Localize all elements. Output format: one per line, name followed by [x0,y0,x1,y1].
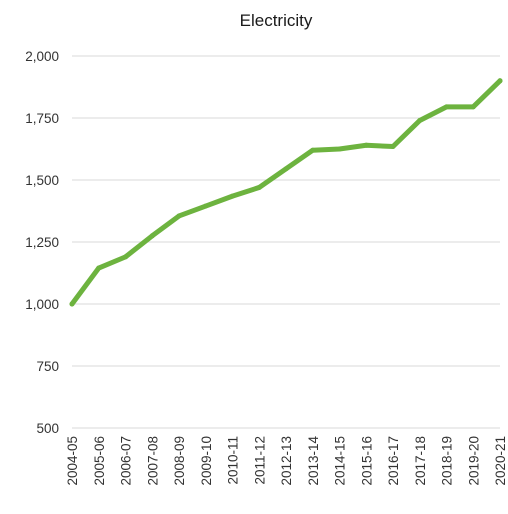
data-point [363,142,369,148]
y-tick-label: 1,500 [25,173,59,188]
y-tick-label: 1,750 [25,111,59,126]
x-tick-label: 2009-10 [199,436,214,486]
data-point [310,147,316,153]
x-tick-label: 2007-08 [145,436,160,486]
data-point [149,233,155,239]
data-point [417,117,423,123]
y-tick-label: 1,000 [25,297,59,312]
data-point [390,144,396,150]
data-point [470,104,476,110]
chart-title: Electricity [240,11,313,30]
series-line [69,78,503,307]
x-tick-label: 2019-20 [466,436,481,486]
x-tick-label: 2013-14 [306,436,321,486]
y-tick-label: 2,000 [25,49,59,64]
x-tick-label: 2016-17 [386,436,401,486]
x-tick-label: 2008-09 [172,436,187,486]
data-point [176,213,182,219]
x-tick-label: 2020-21 [493,436,508,486]
x-tick-label: 2004-05 [65,436,80,486]
x-tick-label: 2006-07 [119,436,134,486]
data-point [283,166,289,172]
y-tick-label: 1,250 [25,235,59,250]
x-tick-label: 2012-13 [279,436,294,486]
data-point [230,193,235,199]
x-tick-label: 2017-18 [413,436,428,486]
x-tick-label: 2010-11 [226,436,241,485]
data-point [497,78,503,84]
y-tick-label: 500 [36,421,59,436]
data-point [96,265,102,271]
data-point [123,254,128,260]
x-tick-label: 2018-19 [440,436,455,486]
x-tick-label: 2014-15 [333,436,348,486]
series-layer [69,78,503,307]
data-point [203,203,209,209]
data-point [337,146,342,152]
x-tick-label: 2015-16 [359,436,374,486]
x-tick-label: 2005-06 [92,436,107,486]
data-point [69,301,75,307]
x-axis-tick-labels: 2004-05 2005-06 2006-07 2007-08 2008-09 2009-… [65,436,508,486]
y-axis-tick-labels: 500 750 1,000 1,250 1,500 1,750 2,000 [25,49,59,436]
y-tick-label: 750 [36,359,59,374]
data-point [444,104,449,110]
x-tick-label: 2011-12 [252,436,267,485]
data-point [256,184,262,190]
